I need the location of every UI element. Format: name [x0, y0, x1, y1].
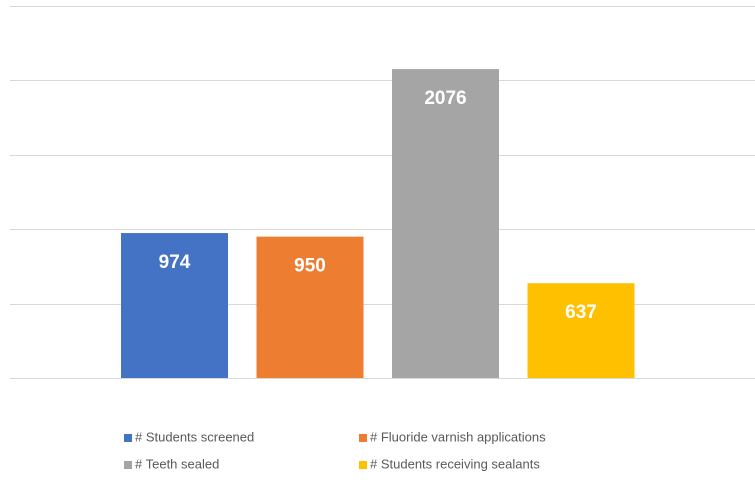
- data-label: 2076: [424, 88, 466, 109]
- bar: [256, 236, 364, 378]
- data-label: 950: [294, 256, 326, 277]
- bar: [392, 69, 499, 379]
- legend-label: # Fluoride varnish applications: [370, 429, 546, 444]
- legend-swatch: [359, 434, 367, 442]
- data-label: 637: [565, 302, 597, 323]
- legend-swatch: [124, 461, 132, 469]
- legend-label: # Students receiving sealants: [370, 456, 540, 471]
- legend-label: # Teeth sealed: [135, 456, 219, 471]
- bar: [527, 283, 635, 378]
- data-label: 974: [159, 252, 191, 273]
- legend-label: # Students screened: [135, 429, 254, 444]
- legend-swatch: [359, 461, 367, 469]
- legend-swatch: [124, 434, 132, 442]
- bar: [121, 233, 228, 378]
